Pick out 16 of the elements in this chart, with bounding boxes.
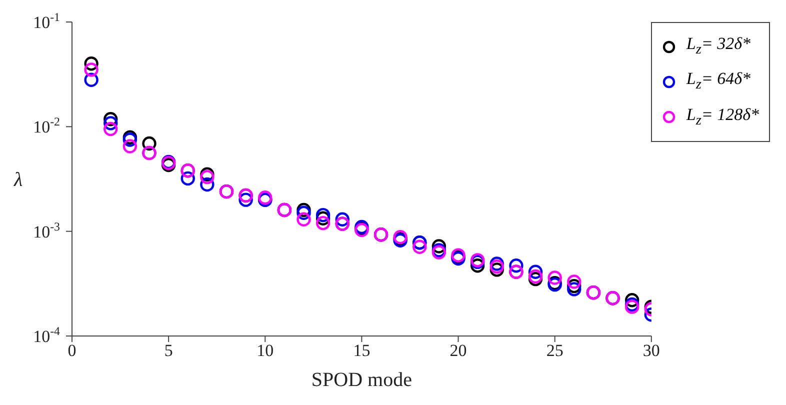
- y-axis-title: λ: [13, 169, 23, 192]
- x-tick-label: 10: [256, 341, 274, 360]
- x-tick-label: 15: [353, 341, 370, 360]
- legend-label: L$_{z}$= 64δ*: [686, 68, 750, 95]
- y-tick-label: 10$^{-2}$: [33, 114, 60, 137]
- x-tick-label: 5: [164, 341, 173, 360]
- legend-label: L$_{z}$= 32δ*: [686, 33, 750, 60]
- x-tick-label: 20: [450, 341, 467, 360]
- x-tick-label: 25: [546, 341, 564, 360]
- x-tick-label: 0: [68, 341, 76, 360]
- y-tick-label: 10$^{-3}$: [33, 219, 60, 242]
- x-axis-title: SPOD mode: [311, 369, 412, 391]
- y-tick-label: 10$^{-4}$: [33, 324, 60, 346]
- legend-label: L$_{z}$= 128δ*: [686, 104, 759, 130]
- y-tick-label: 10$^{-1}$: [33, 10, 60, 32]
- x-tick-label: 30: [642, 341, 660, 360]
